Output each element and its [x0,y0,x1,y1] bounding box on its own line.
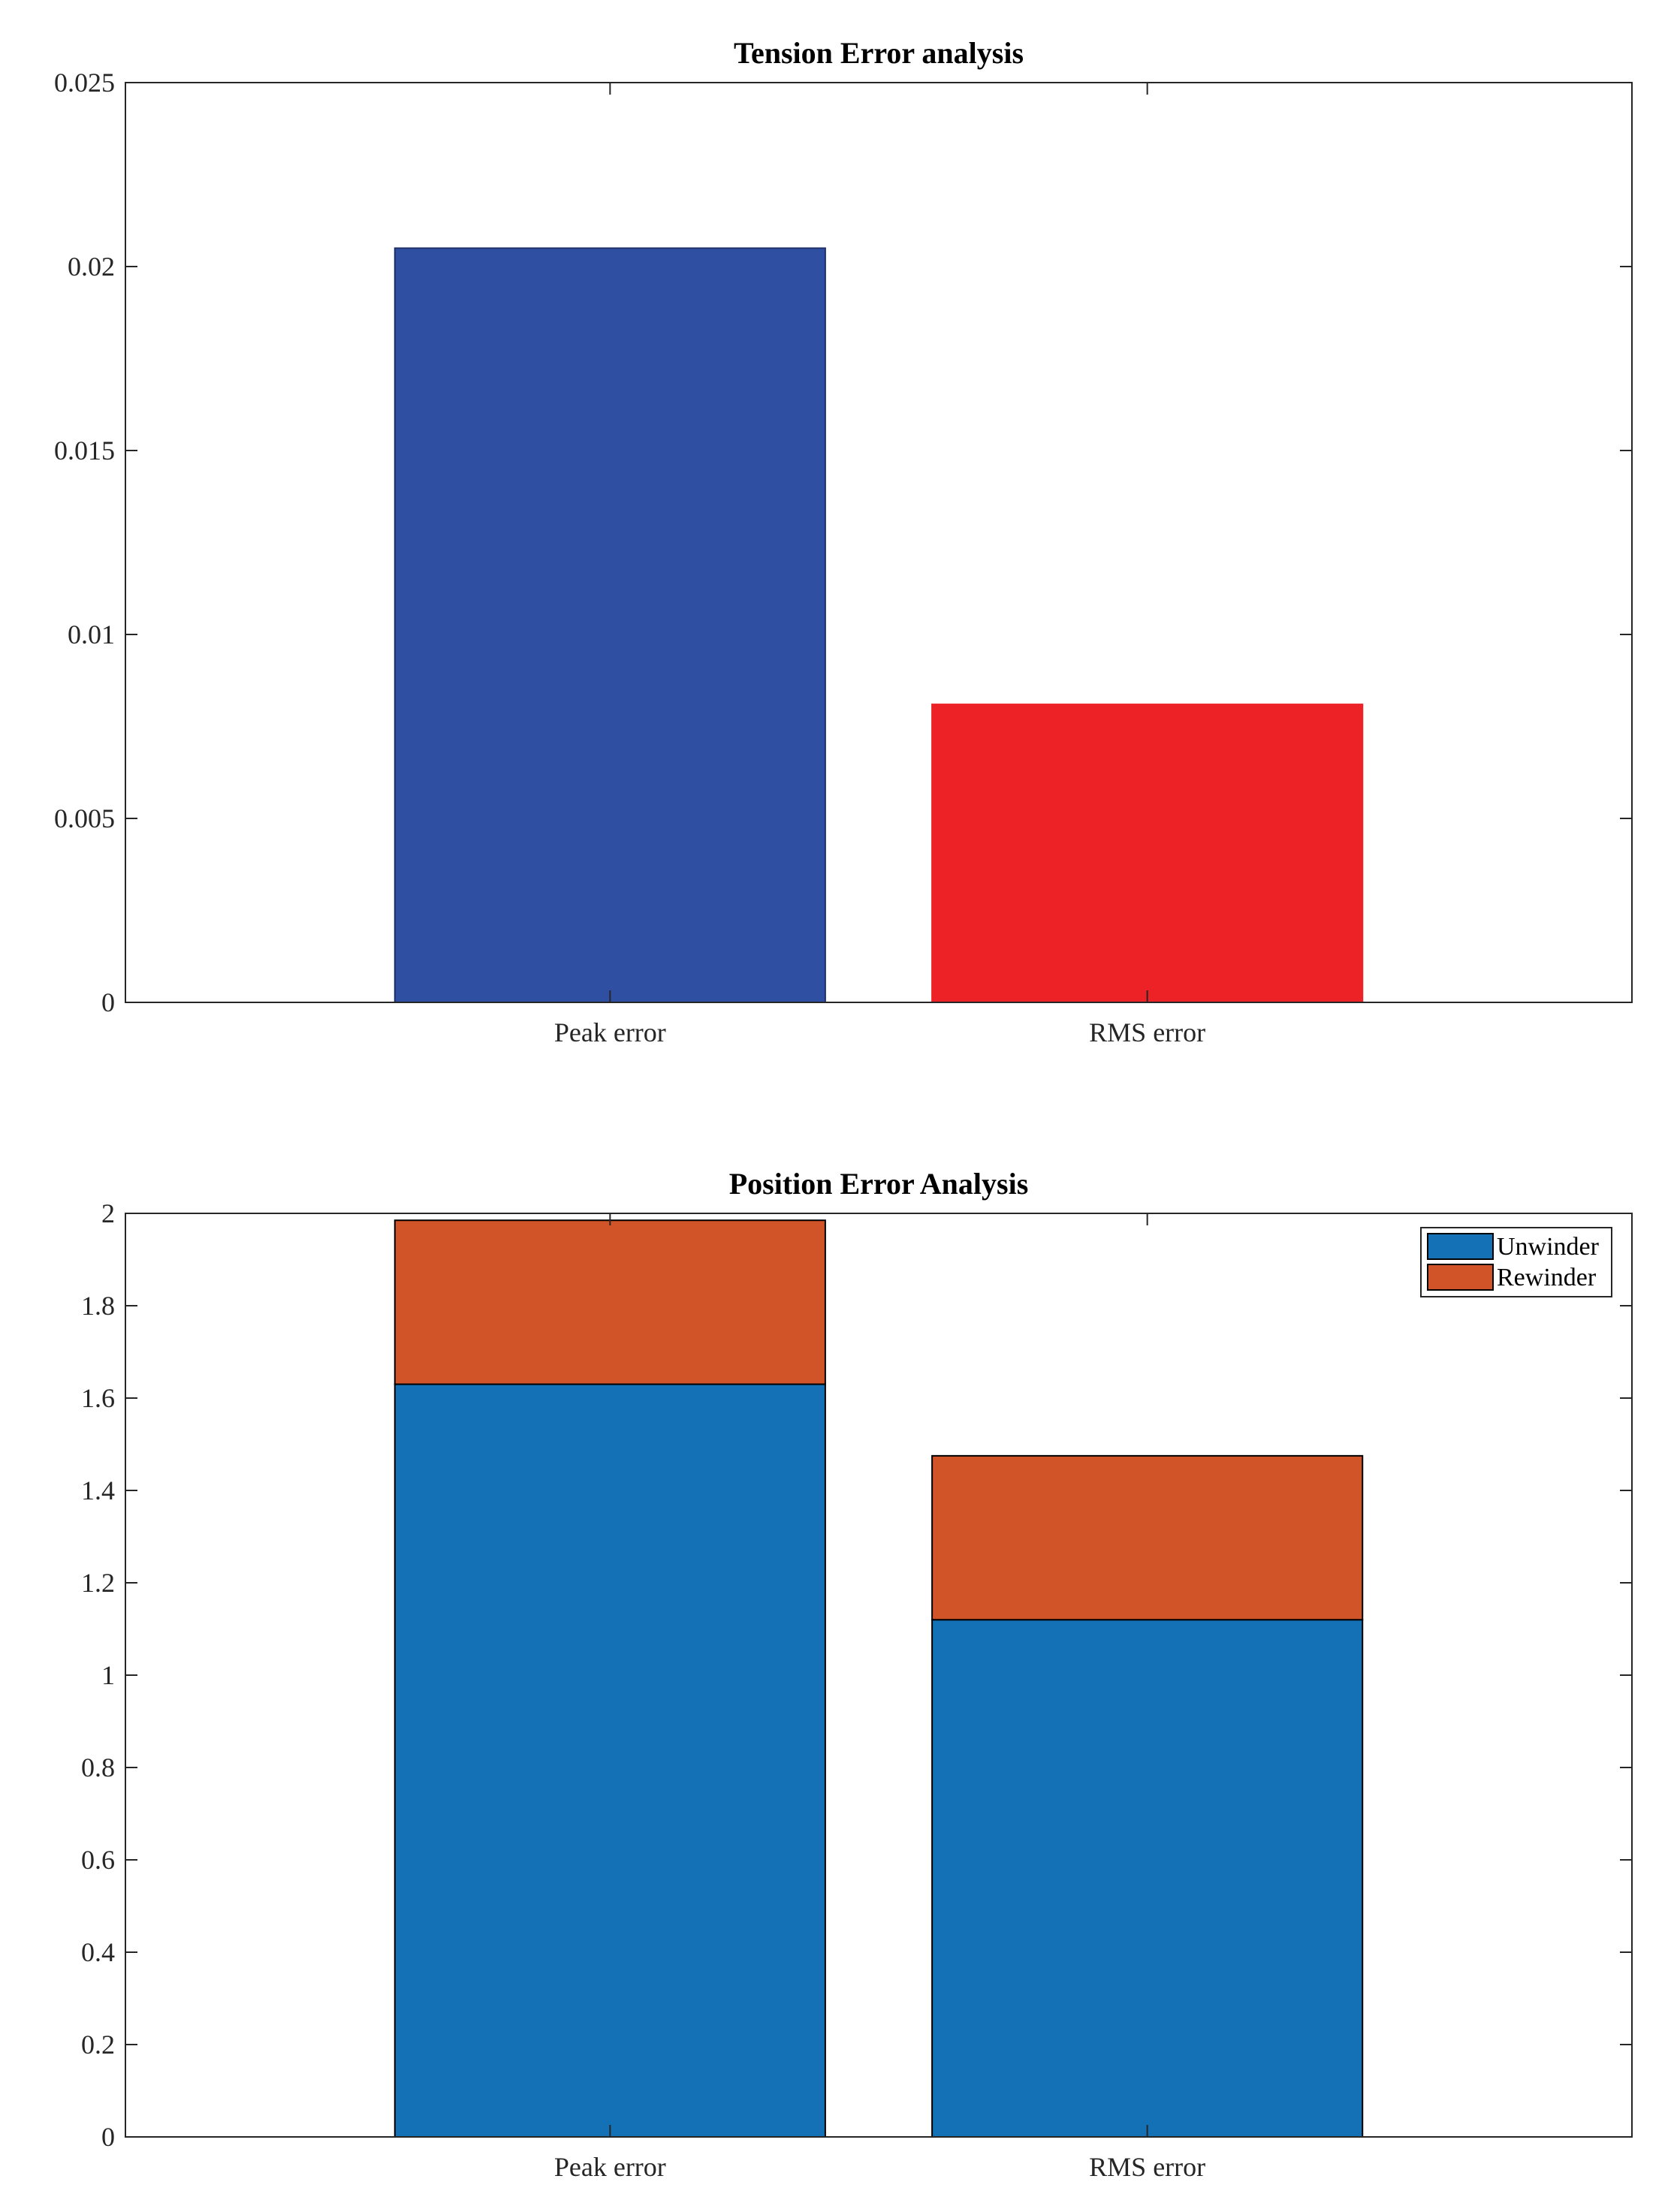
y-tick-label: 0 [101,987,115,1017]
bar-rewinder-rms-error [931,1454,1364,1621]
x-tick-label-peak-error: Peak error [554,1017,666,1047]
bar-unwinder-rms-error [931,1619,1364,2138]
bar-unwinder-peak-error [394,1383,826,2138]
bar-peak-error [394,247,826,1003]
tension-error-chart: 0 0.005 0.01 0.015 0.02 0.025 Peak error RMS e… [54,36,1633,1047]
tension-y-tick-labels: 0 0.005 0.01 0.015 0.02 0.025 [54,68,115,1017]
legend-swatch-rewinder [1427,1264,1494,1291]
y-tick-label: 0.015 [54,435,115,466]
position-axes-background [125,1213,1632,2137]
y-tick-label: 0 [101,2122,115,2152]
position-x-tick-labels: Peak error RMS error [554,2152,1205,2182]
position-error-chart: 0 0.2 0.4 0.6 0.8 1 1.2 1.4 1.6 1.8 2 Peak error RM… [81,1167,1633,2182]
legend-label-unwinder: Unwinder [1497,1233,1600,1261]
tension-x-tick-labels: Peak error RMS error [554,1017,1205,1047]
tension-ticks [125,82,1632,1003]
bar-rewinder-peak-error [394,1219,826,1385]
x-tick-label-rms-error: RMS error [1089,1017,1205,1047]
y-tick-label: 0.2 [81,2030,115,2060]
tension-axes-background [125,83,1632,1002]
x-tick-label-peak-error: Peak error [554,2152,666,2182]
y-tick-label: 0.025 [54,68,115,98]
legend-swatch-unwinder [1427,1233,1494,1260]
y-tick-label: 1.6 [81,1383,115,1413]
y-tick-label: 2 [101,1198,115,1228]
y-tick-label: 0.4 [81,1937,115,1967]
y-tick-label: 0.8 [81,1752,115,1783]
y-tick-label: 0.02 [68,252,115,282]
y-tick-label: 0.6 [81,1845,115,1875]
y-tick-label: 1.4 [81,1475,115,1505]
tension-axes-box [125,82,1633,1003]
tension-bars [394,247,1364,1003]
y-tick-label: 0.005 [54,803,115,833]
y-tick-label: 1 [101,1660,115,1690]
y-tick-label: 1.8 [81,1291,115,1321]
x-tick-label-rms-error: RMS error [1089,2152,1205,2182]
position-y-tick-labels: 0 0.2 0.4 0.6 0.8 1 1.2 1.4 1.6 1.8 2 [81,1198,115,2152]
position-legend: Unwinder Rewinder [1420,1227,1612,1297]
legend-label-rewinder: Rewinder [1497,1264,1597,1291]
tension-chart-title: Tension Error analysis [734,36,1024,70]
position-bars [394,1219,1364,2138]
bar-rms-error [931,704,1364,1003]
position-chart-title: Position Error Analysis [729,1167,1029,1201]
y-tick-label: 1.2 [81,1568,115,1598]
position-ticks [125,1213,1632,2138]
y-tick-label: 0.01 [68,619,115,649]
